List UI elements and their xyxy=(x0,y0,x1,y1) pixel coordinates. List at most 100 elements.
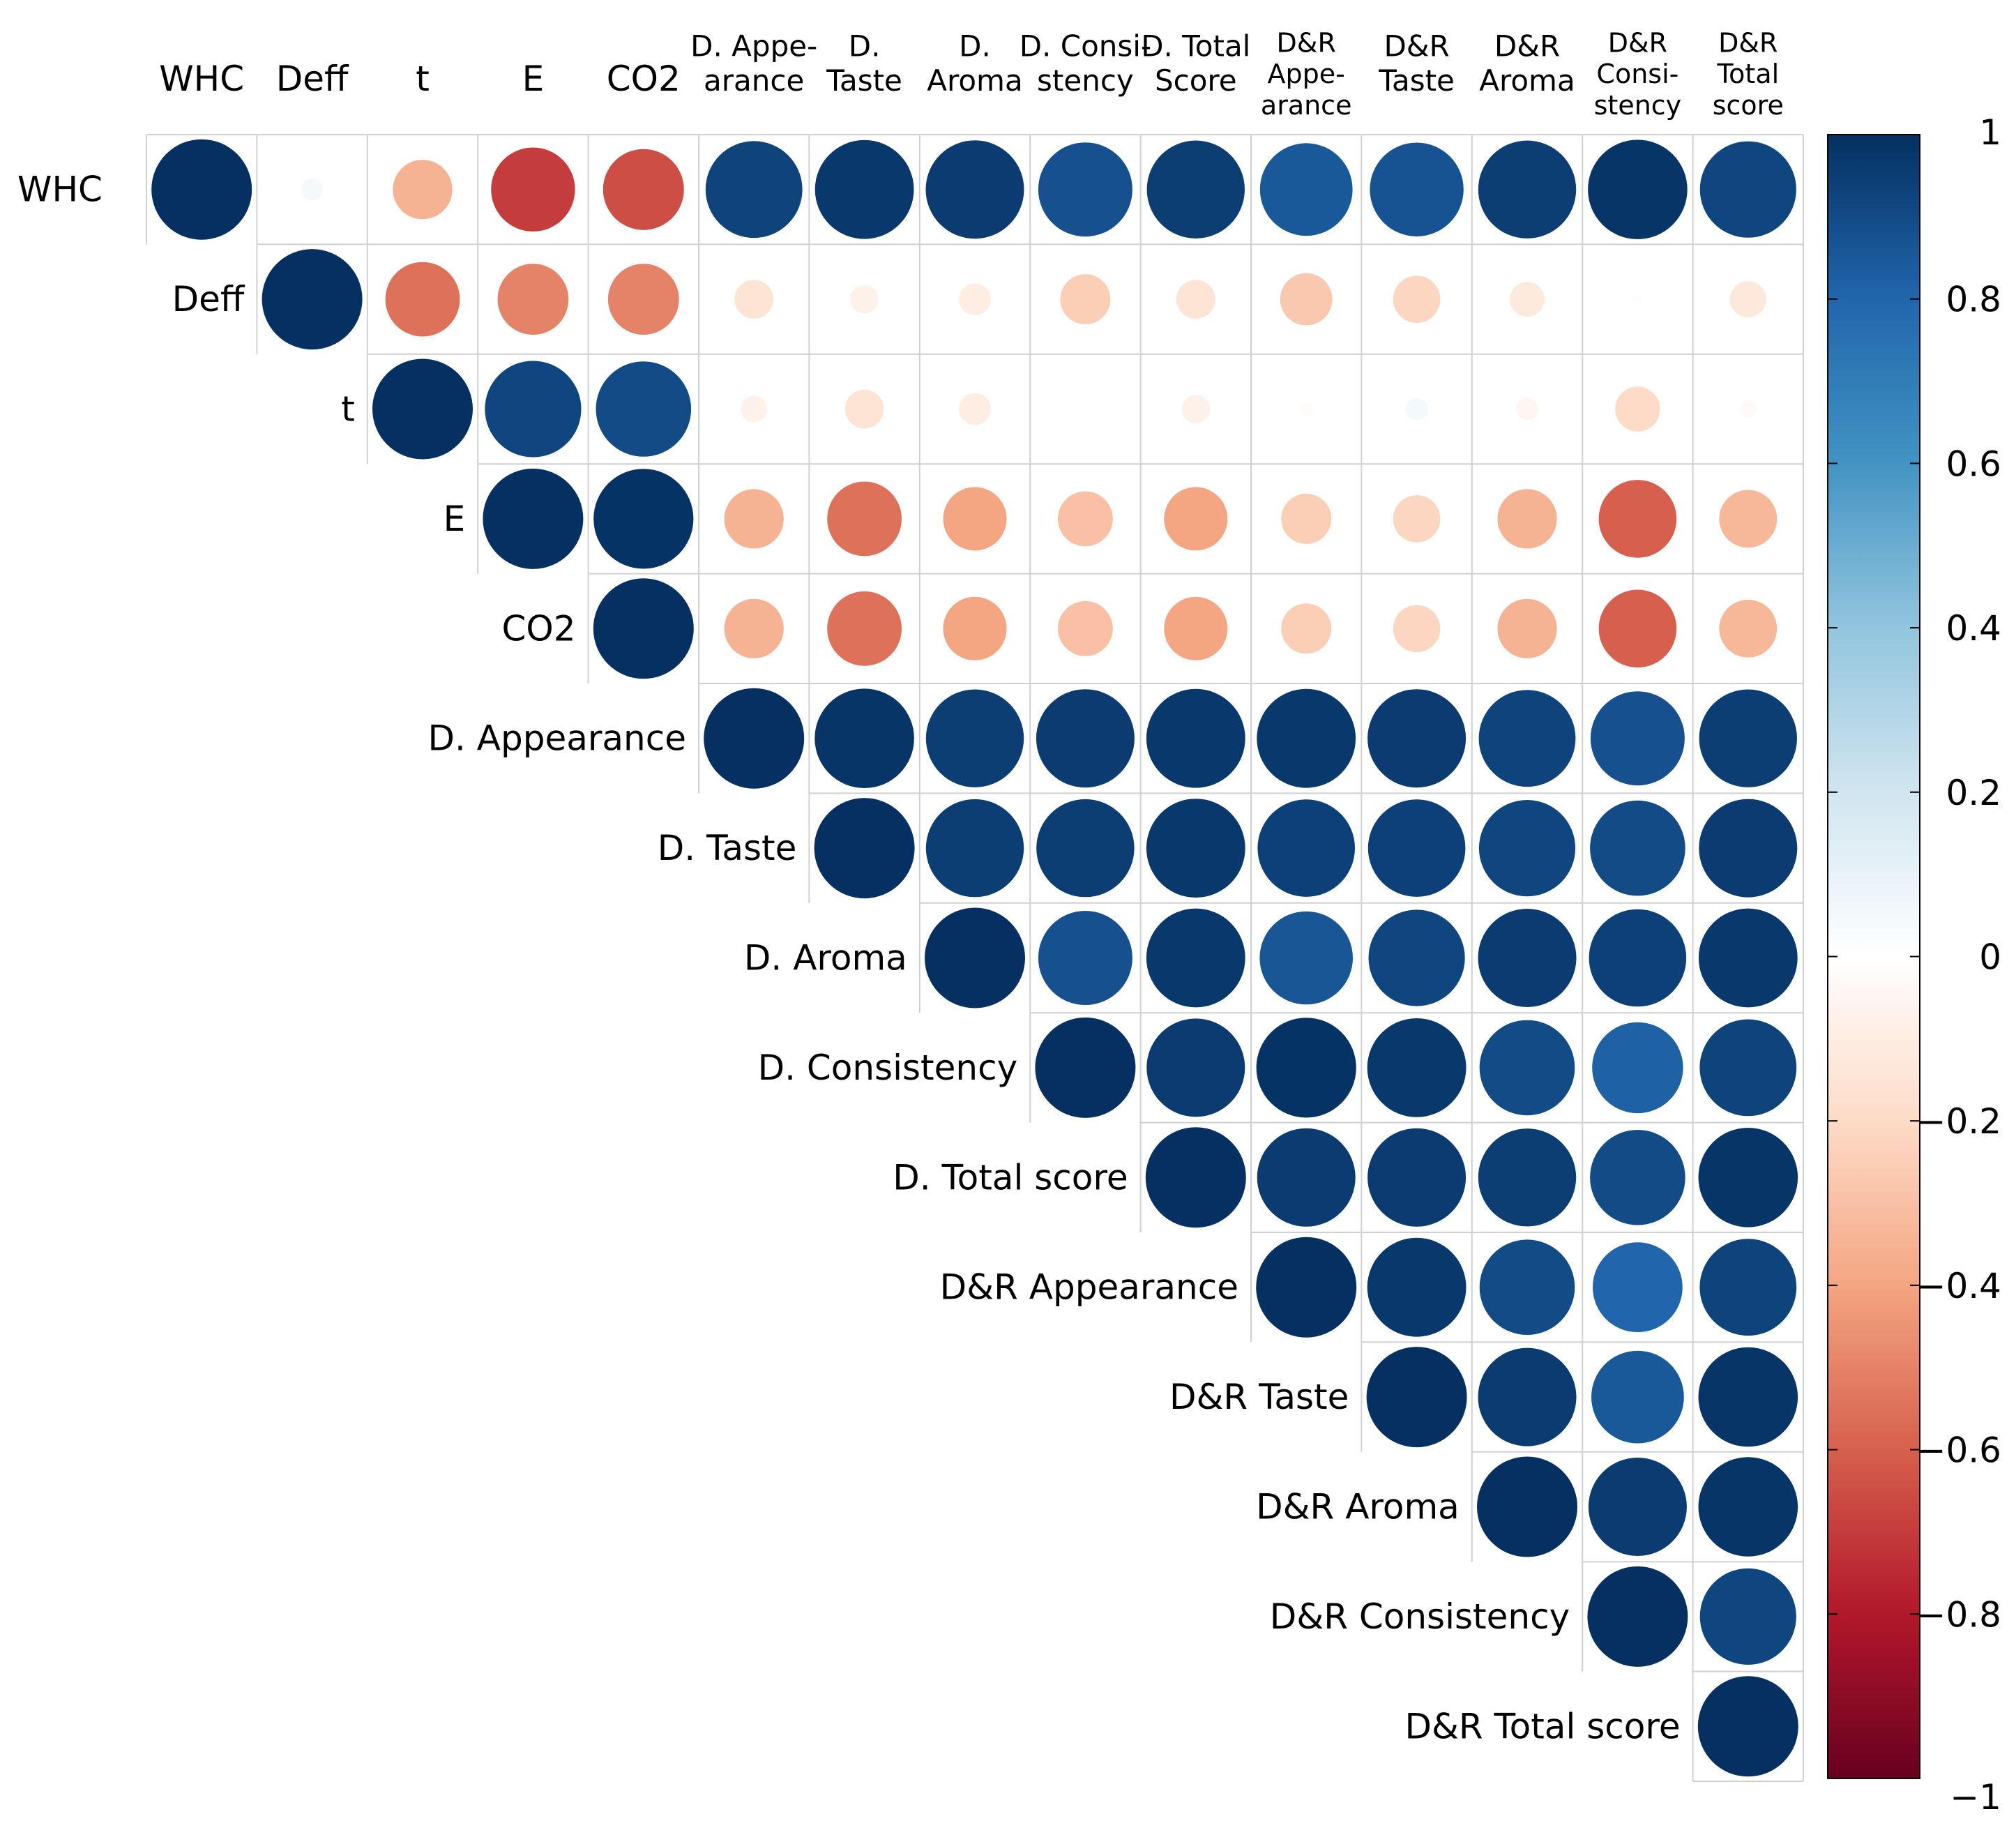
corr-circle-5-11 xyxy=(1367,689,1466,788)
column-label-2: t xyxy=(416,59,430,99)
corr-circle-0-11 xyxy=(1370,142,1464,236)
corr-circle-10-11 xyxy=(1367,1237,1466,1337)
corr-circle-8-9 xyxy=(1146,1018,1245,1117)
corr-circle-1-6 xyxy=(850,285,879,314)
corr-circle-7-8 xyxy=(1038,911,1132,1005)
corr-circle-9-14 xyxy=(1698,1128,1798,1227)
row-label-9: D. Total score xyxy=(893,1157,1128,1197)
column-label-8: D. Consi-stency xyxy=(1020,29,1151,98)
row-label-10: D&R Appearance xyxy=(940,1267,1238,1308)
corr-circle-4-5 xyxy=(724,598,784,658)
corr-circle-5-13 xyxy=(1590,691,1685,786)
corr-circle-2-13 xyxy=(1615,386,1660,432)
corr-circle-1-7 xyxy=(959,283,991,315)
corr-circle-3-14 xyxy=(1719,490,1778,548)
row-label-1: Deff xyxy=(172,279,245,319)
column-label-6: D. Taste xyxy=(826,29,902,98)
corr-circle-0-5 xyxy=(705,141,803,239)
corr-circle-5-5 xyxy=(704,688,805,789)
corr-circle-7-11 xyxy=(1368,909,1465,1006)
row-label-5: D. Appearance xyxy=(427,718,686,759)
corr-circle-7-14 xyxy=(1698,908,1798,1008)
corr-circle-13-14 xyxy=(1699,1568,1796,1665)
corr-circle-0-7 xyxy=(925,140,1024,239)
row-label-8: D. Consistency xyxy=(758,1048,1018,1088)
row-label-4: CO2 xyxy=(502,608,576,649)
column-label-9: D. Total Score xyxy=(1141,29,1250,98)
corr-circle-0-6 xyxy=(814,139,914,239)
corr-circle-1-13 xyxy=(1632,294,1643,305)
color-bar-tick-label: −0.4 xyxy=(1917,1266,2001,1306)
corr-circle-10-14 xyxy=(1699,1239,1797,1336)
corr-circle-1-12 xyxy=(1510,282,1545,317)
corr-circle-8-12 xyxy=(1479,1020,1575,1116)
corr-circle-2-12 xyxy=(1515,398,1539,421)
corr-circle-7-7 xyxy=(925,907,1025,1008)
corr-circle-4-6 xyxy=(827,591,902,666)
corr-circle-3-6 xyxy=(827,481,902,557)
corr-circle-8-11 xyxy=(1367,1018,1466,1117)
corr-circle-6-9 xyxy=(1146,799,1245,898)
column-label-12: D&R Aroma xyxy=(1479,29,1575,98)
corr-circle-4-11 xyxy=(1393,605,1441,653)
corr-circle-7-12 xyxy=(1478,909,1577,1007)
corr-circle-4-13 xyxy=(1598,589,1677,668)
corr-circle-0-2 xyxy=(393,160,453,220)
corr-circle-8-10 xyxy=(1256,1018,1356,1118)
column-label-13: D&R Consi-stency xyxy=(1594,27,1682,121)
row-label-2: t xyxy=(341,389,355,430)
corr-circle-2-11 xyxy=(1405,398,1428,421)
column-label-5: D. Appe-arance xyxy=(690,29,817,98)
color-bar-tick-label: 0.6 xyxy=(1946,444,2001,484)
correlation-circles xyxy=(151,139,1798,1777)
corr-circle-0-8 xyxy=(1038,142,1132,237)
corr-circle-0-4 xyxy=(602,149,684,230)
corr-circle-5-12 xyxy=(1478,690,1576,787)
corr-circle-10-13 xyxy=(1593,1242,1683,1333)
corr-circle-13-13 xyxy=(1587,1566,1688,1667)
corr-circle-5-7 xyxy=(925,689,1024,787)
corr-circle-6-12 xyxy=(1478,800,1576,897)
corr-circle-5-6 xyxy=(814,688,914,788)
corr-circle-4-12 xyxy=(1497,598,1557,658)
corr-circle-7-10 xyxy=(1259,911,1353,1005)
corr-circle-4-10 xyxy=(1281,603,1332,654)
row-label-12: D&R Aroma xyxy=(1256,1487,1460,1527)
corr-circle-1-8 xyxy=(1060,274,1111,325)
row-label-6: D. Taste xyxy=(658,828,797,868)
corr-circle-4-9 xyxy=(1164,596,1228,660)
corr-circle-6-8 xyxy=(1036,799,1135,898)
corr-circle-1-5 xyxy=(734,280,774,319)
corr-circle-3-11 xyxy=(1393,495,1441,543)
corr-circle-9-10 xyxy=(1257,1128,1356,1227)
corr-circle-8-13 xyxy=(1592,1022,1683,1114)
color-bar-tick-label: 0.4 xyxy=(1946,608,2001,649)
corr-circle-4-4 xyxy=(593,578,694,679)
corr-circle-9-12 xyxy=(1478,1128,1577,1227)
corr-circle-2-3 xyxy=(485,361,582,458)
corr-circle-3-7 xyxy=(943,487,1007,551)
corr-circle-7-13 xyxy=(1589,909,1687,1007)
color-bar-tick-label: −0.6 xyxy=(1917,1430,2001,1471)
corr-circle-1-10 xyxy=(1280,273,1333,326)
row-label-7: D. Aroma xyxy=(744,938,907,978)
corr-circle-12-14 xyxy=(1698,1457,1798,1557)
corr-circle-5-9 xyxy=(1146,688,1245,788)
corr-circle-11-13 xyxy=(1591,1350,1684,1444)
corr-circle-0-14 xyxy=(1699,141,1796,238)
column-label-10: D&R Appe-arance xyxy=(1261,27,1352,121)
corr-circle-0-13 xyxy=(1588,139,1688,239)
corr-circle-4-7 xyxy=(943,596,1007,660)
corr-circle-3-12 xyxy=(1497,489,1557,549)
corr-circle-3-9 xyxy=(1164,487,1228,551)
corr-circle-8-14 xyxy=(1699,1019,1797,1117)
column-label-1: Deff xyxy=(276,59,349,99)
corr-circle-2-7 xyxy=(959,393,991,425)
color-bar-tick-label: −0.8 xyxy=(1917,1594,2001,1635)
column-label-14: D&R Total score xyxy=(1713,27,1784,121)
corr-circle-6-6 xyxy=(814,798,915,899)
color-bar-gradient xyxy=(1827,134,1920,1779)
corr-circle-11-14 xyxy=(1698,1347,1798,1447)
corr-circle-10-12 xyxy=(1479,1239,1575,1335)
